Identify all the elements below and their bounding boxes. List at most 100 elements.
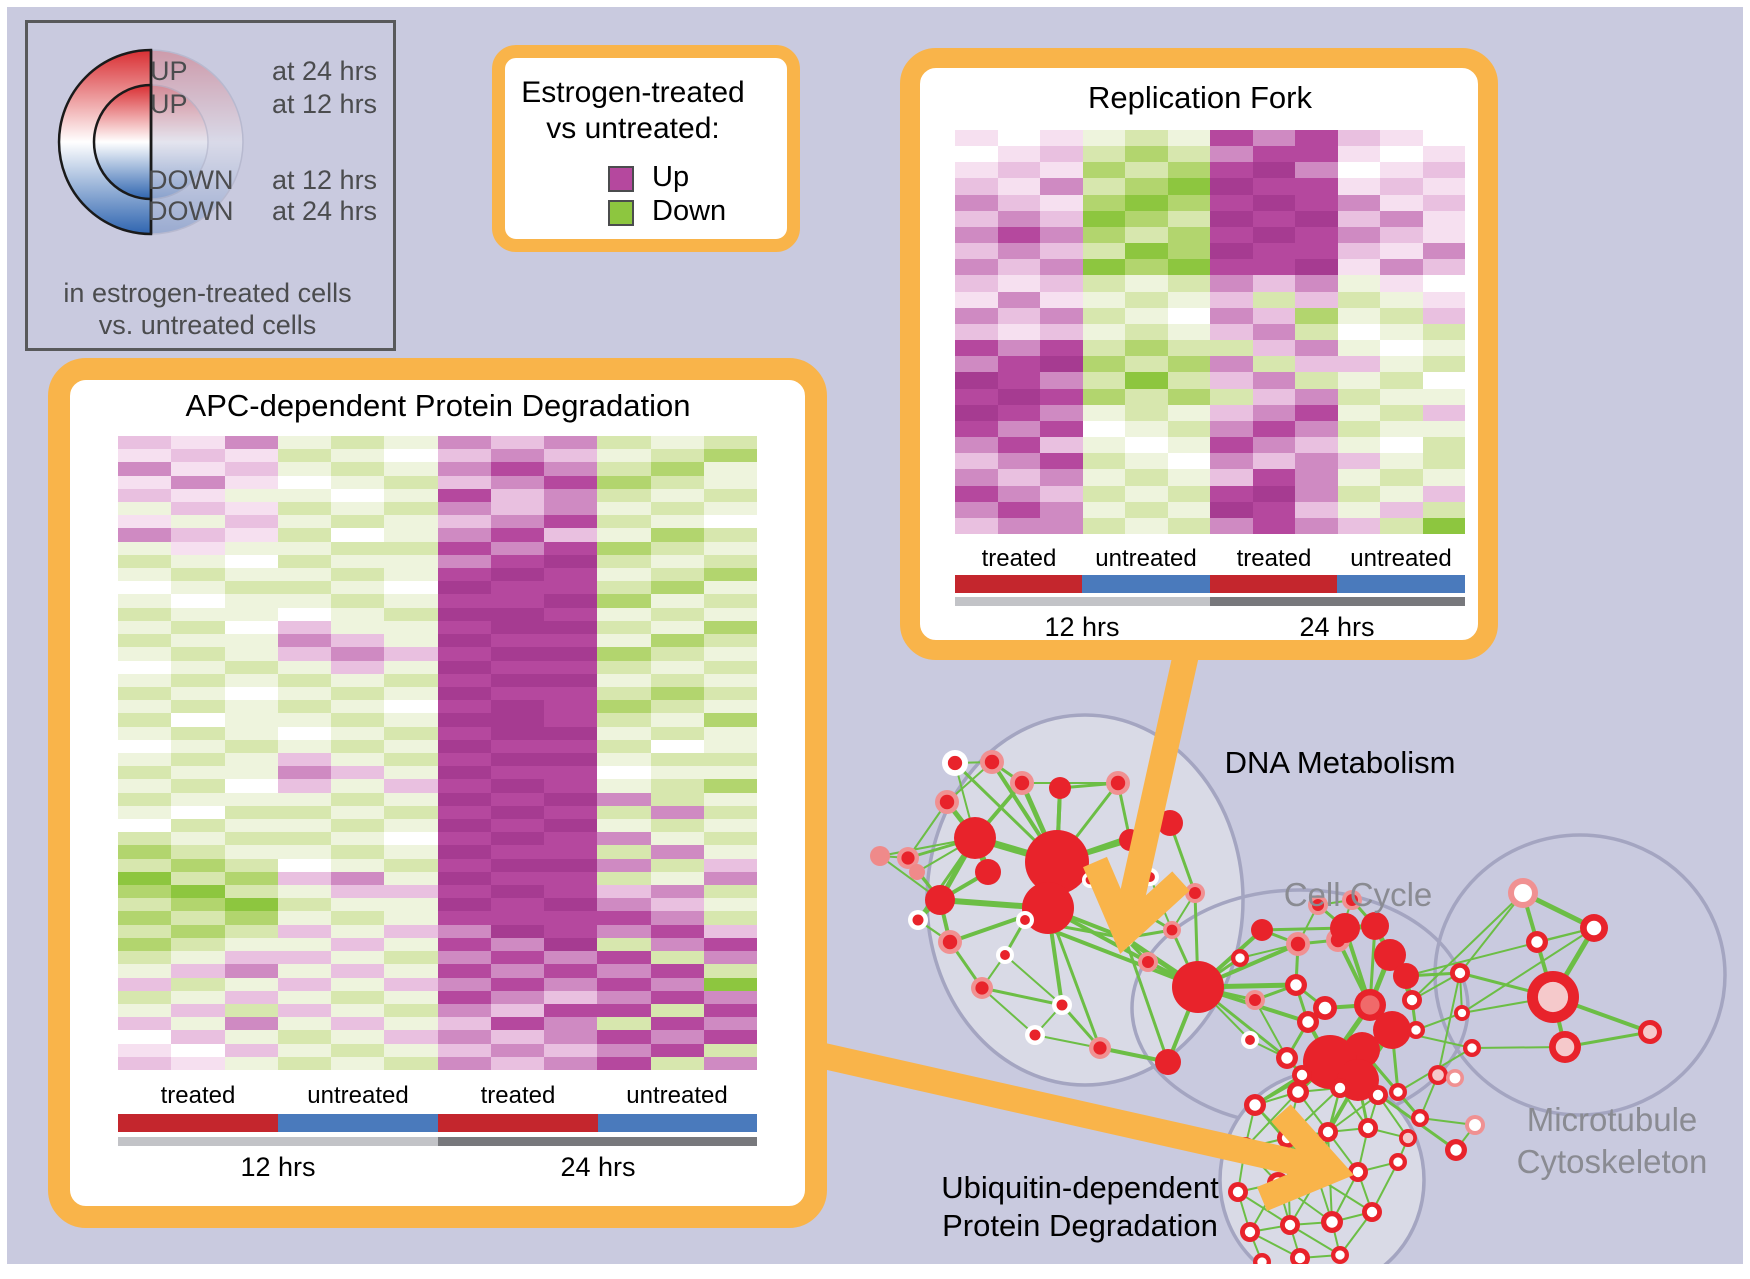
heatmap-cell [490,911,544,925]
heatmap-cell [118,871,172,886]
heatmap-cell [544,607,598,621]
heatmap-cell [437,634,491,648]
heatmap-cell [1337,243,1380,260]
heatmap-cell [437,554,491,569]
heatmap-cell [331,1030,385,1044]
heatmap-cell [1125,388,1168,405]
heatmap-cell [1125,194,1168,211]
heatmap-cell [650,581,704,595]
heatmap-cell [1167,162,1210,179]
heatmap-cell [118,568,172,582]
heatmap-cell [224,647,278,661]
heatmap-cell [544,977,598,991]
heatmap-cell [118,436,172,450]
heatmap-cell [1380,178,1423,195]
heatmap-cell [1167,146,1210,163]
heatmap-cell [1040,146,1083,163]
heatmap-cell [1337,437,1380,454]
heatmap-cell [277,541,331,555]
repfork-title: Replication Fork [1088,80,1312,115]
heatmap-cell [1125,340,1168,357]
heatmap-cell [437,858,491,872]
heatmap-cell [277,845,331,859]
heatmap-cell [277,620,331,635]
heatmap-cell [171,554,225,569]
heatmap-cell [1422,226,1465,244]
heatmap-cell [1295,453,1338,470]
heatmap-cell [650,937,704,952]
heatmap-cell [277,594,331,608]
heatmap-cell [118,1003,172,1018]
heatmap-cell [437,792,491,806]
heatmap-cell [490,647,544,661]
heatmap-cell [490,502,544,516]
heatmap-cell [1337,323,1380,341]
heatmap-cell [1125,178,1168,195]
heatmap-cell [384,977,438,991]
heatmap-cell [703,686,757,701]
apc-group-label-3: treated [480,1082,556,1109]
heatmap-cell [224,911,278,925]
heatmap-cell [597,726,651,740]
heatmap-cell [544,990,598,1004]
heatmap-cell [118,607,172,621]
heatmap-cell [171,726,225,740]
heatmap-cell [437,977,491,991]
heatmap-cell [955,291,998,308]
heatmap-cell [650,607,704,621]
heatmap-cell [490,1003,544,1018]
heatmap-cell [544,528,598,542]
heatmap-cell [384,805,438,820]
heatmap-cell [277,634,331,648]
legend-down-24-time: at 24 hrs [272,196,378,226]
heatmap-cell [277,1043,331,1057]
heatmap-cell [331,594,385,608]
heatmap-cell [437,885,491,899]
heatmap-cell [1337,178,1380,195]
heatmap-cell [437,581,491,595]
heatmap-cell [1337,485,1380,502]
heatmap-cell [597,977,651,991]
heatmap-cell [384,858,438,872]
heatmap-cell [1380,485,1423,502]
heatmap-cell [1210,162,1253,179]
heatmap-cell [1125,130,1168,147]
heatmap-cell [1040,259,1083,276]
heatmap-cell [1082,420,1125,438]
heatmap-cell [1167,469,1210,486]
heatmap-cell [277,871,331,886]
heatmap-cell [171,766,225,780]
heatmap-cell [650,462,704,476]
heatmap-cell [1210,356,1253,373]
heatmap-cell [1380,259,1423,276]
heatmap-cell [384,700,438,714]
heatmap-cell [1082,453,1125,470]
apc-group-label-2: untreated [307,1082,409,1109]
heatmap-cell [650,449,704,463]
heatmap-cell [1040,323,1083,341]
heatmap-cell [277,554,331,569]
heatmap-cell [171,647,225,661]
heatmap-cell [650,488,704,503]
heatmap-cell [597,739,651,753]
heatmap-cell [1082,162,1125,179]
heatmap-cell [1040,501,1083,518]
heatmap-cell [544,620,598,635]
heatmap-cell [171,871,225,886]
heatmap-cell [1337,210,1380,227]
heatmap-cell [118,858,172,872]
heatmap-cell [955,372,998,389]
heatmap-cell [118,502,172,516]
heatmap-cell [1337,275,1380,292]
heatmap-cell [224,673,278,687]
heatmap-cell [1125,501,1168,518]
heatmap-cell [1125,437,1168,454]
heatmap-cell [1210,388,1253,405]
heatmap-cell [384,660,438,674]
heatmap-cell [331,805,385,820]
heatmap-cell [597,607,651,621]
heatmap-cell [1082,275,1125,292]
heatmap-cell [1082,356,1125,373]
heatmap-cell [1380,356,1423,373]
heatmap-cell [1210,291,1253,308]
